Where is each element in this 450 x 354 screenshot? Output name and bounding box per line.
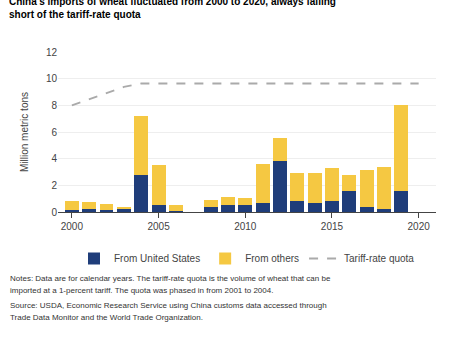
- svg-text:2010: 2010: [234, 221, 257, 232]
- svg-text:Notes: Data are for calendar y: Notes: Data are for calendar years. The …: [10, 274, 331, 283]
- svg-text:0: 0: [51, 207, 57, 218]
- svg-text:12: 12: [46, 47, 58, 58]
- svg-text:2005: 2005: [147, 221, 170, 232]
- svg-text:Source: USDA, Economic Researc: Source: USDA, Economic Research Service …: [10, 301, 327, 310]
- svg-text:6: 6: [51, 127, 57, 138]
- svg-text:Trade Data Monitor and the Wor: Trade Data Monitor and the World Trade O…: [10, 313, 203, 322]
- svg-text:imported at a 1-percent tariff: imported at a 1-percent tariff. The quot…: [10, 286, 273, 295]
- svg-text:8: 8: [51, 100, 57, 111]
- svg-text:Million metric tons: Million metric tons: [19, 92, 30, 172]
- svg-text:2000: 2000: [61, 221, 84, 232]
- svg-text:2: 2: [51, 180, 57, 191]
- svg-text:4: 4: [51, 153, 57, 164]
- svg-text:2015: 2015: [321, 221, 344, 232]
- svg-text:From United States: From United States: [114, 253, 200, 264]
- svg-text:From others: From others: [245, 253, 299, 264]
- svg-text:2020: 2020: [408, 221, 431, 232]
- svg-text:10: 10: [46, 73, 58, 84]
- svg-text:Tariff-rate quota: Tariff-rate quota: [344, 253, 414, 264]
- svg-text:China's imports of wheat fluct: China's imports of wheat fluctuated from…: [9, 0, 336, 20]
